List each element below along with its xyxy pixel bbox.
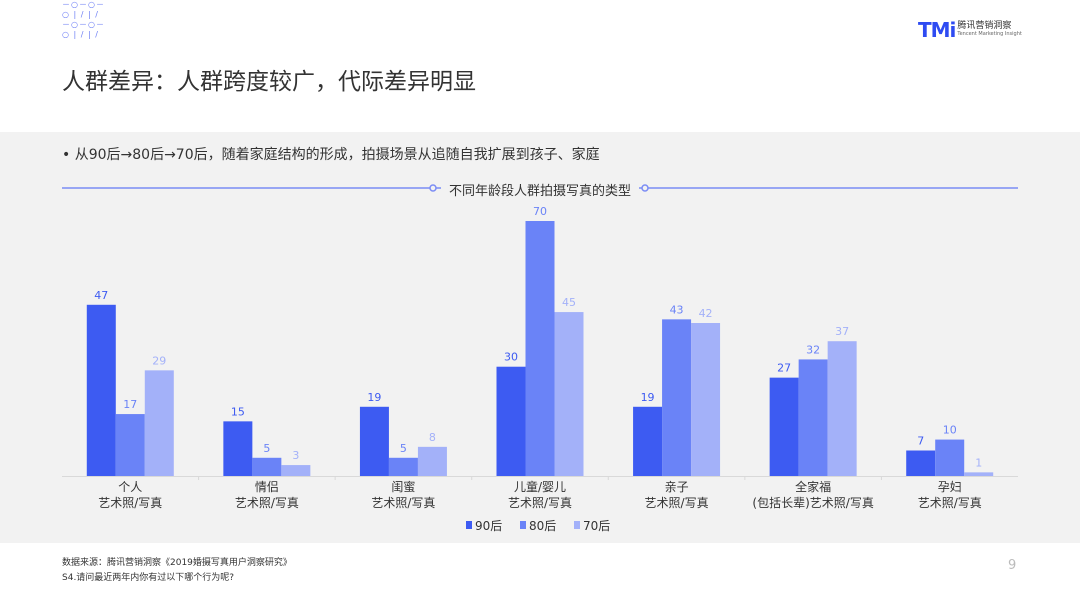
legend-label: 80后 [529, 519, 556, 533]
data-label: 45 [562, 296, 576, 309]
legend-label: 70后 [583, 519, 610, 533]
bar [417, 446, 447, 476]
legend-swatch [574, 521, 580, 529]
category-label: 亲子 [665, 480, 689, 494]
category-label: 艺术照/写真 [645, 496, 709, 510]
data-label: 70 [533, 205, 547, 218]
bar [769, 377, 799, 476]
bar [388, 457, 418, 476]
legend-swatch [520, 521, 526, 529]
data-label: 7 [917, 435, 924, 448]
logo: TMi 腾讯营销洞察 Tencent Marketing Insight [918, 18, 1022, 42]
category-label: (包括长辈)艺术照/写真 [752, 495, 873, 510]
page-number: 9 [1008, 558, 1017, 573]
bar [691, 323, 721, 476]
bar [798, 359, 828, 476]
bar [525, 221, 555, 476]
bar [252, 457, 282, 476]
data-label: 5 [400, 442, 407, 455]
bullet-text: • 从90后→80后→70后，随着家庭结构的形成，拍摄场景从追随自我扩展到孩子、… [62, 147, 600, 163]
category-label: 孕妇 [938, 480, 962, 494]
category-label: 情侣 [255, 479, 279, 494]
category-label: 艺术照/写真 [235, 496, 299, 510]
data-label: 43 [670, 303, 684, 316]
footer-source: 数据来源：腾讯营销洞察《2019婚摄写真用户洞察研究》 S4.请问最近两年内你有… [62, 556, 292, 586]
bar [554, 312, 584, 476]
data-label: 1 [975, 456, 982, 469]
data-label: 27 [777, 362, 791, 375]
question-text: S4.请问最近两年内你有过以下哪个行为呢? [62, 573, 235, 583]
data-label: 5 [263, 442, 270, 455]
bar [633, 406, 663, 476]
bar [86, 304, 116, 476]
logo-mark: TMi [918, 18, 956, 42]
category-label: 艺术照/写真 [508, 496, 572, 510]
category-label: 儿童/婴儿 [514, 479, 566, 494]
bar [935, 439, 965, 476]
bar [144, 370, 174, 476]
title-line-dot [641, 184, 649, 192]
data-label: 42 [699, 307, 713, 320]
data-label: 30 [504, 351, 518, 364]
data-label: 19 [641, 391, 655, 404]
category-label: 全家福 [795, 479, 831, 494]
data-label: 3 [292, 449, 299, 462]
bar [906, 450, 936, 476]
logo-en: Tencent Marketing Insight [957, 31, 1022, 38]
bar [662, 319, 692, 476]
category-label: 艺术照/写真 [918, 496, 982, 510]
category-label: 艺术照/写真 [371, 496, 435, 510]
data-label: 37 [835, 325, 849, 338]
category-label: 艺术照/写真 [98, 496, 162, 510]
logo-cn: 腾讯营销洞察 [957, 21, 1012, 32]
decorative-pattern-icon: －○－○－ ○ | / | / －○－○－ ○ | / | / [62, 0, 105, 39]
bar [281, 465, 311, 476]
bar [359, 406, 389, 476]
data-label: 15 [231, 405, 245, 418]
chart-title: 不同年龄段人群拍摄写真的类型 [440, 184, 639, 199]
category-label: 闺蜜 [391, 479, 415, 494]
source-text: 数据来源：腾讯营销洞察《2019婚摄写真用户洞察研究》 [62, 558, 292, 568]
data-label: 32 [806, 343, 820, 356]
data-label: 17 [123, 398, 137, 411]
data-label: 8 [429, 431, 436, 444]
bar [827, 341, 857, 476]
bar [496, 366, 526, 476]
bar [115, 414, 145, 476]
bar [223, 421, 253, 476]
data-label: 47 [94, 289, 108, 302]
legend-swatch [466, 521, 472, 529]
data-label: 19 [367, 391, 381, 404]
bar [964, 472, 994, 476]
page-title: 人群差异：人群跨度较广，代际差异明显 [62, 69, 476, 95]
category-label: 个人 [118, 480, 142, 494]
data-label: 29 [152, 354, 166, 367]
title-line-dot [429, 184, 437, 192]
legend-label: 90后 [475, 519, 502, 533]
data-label: 10 [943, 424, 957, 437]
